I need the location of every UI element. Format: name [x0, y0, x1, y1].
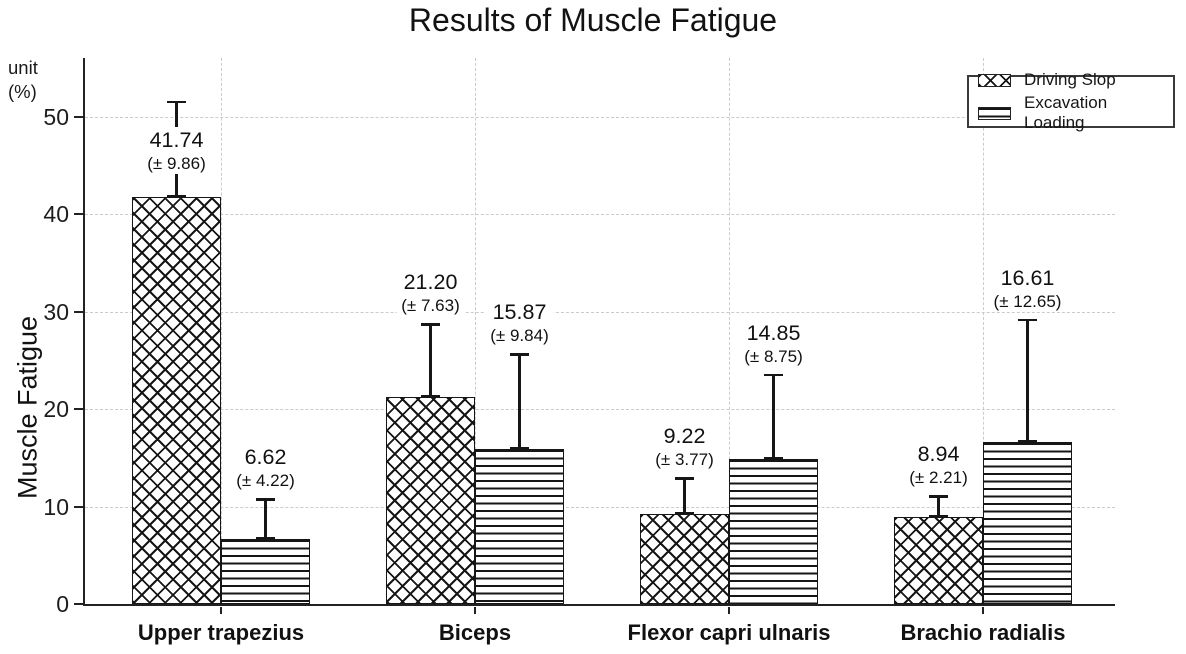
bar-driving-slop-flexor-capri-ulnaris	[640, 514, 729, 604]
value-label-excavation-loading-flexor-capri-ulnaris: 14.85 (± 8.75)	[739, 319, 808, 367]
value-label-excavation-loading-biceps: 15.87 (± 9.84)	[485, 299, 554, 347]
gridline-horizontal	[85, 409, 1115, 410]
bar-excavation-loading-upper-trapezius	[221, 539, 310, 604]
y-axis-tick	[74, 213, 83, 216]
error-bar-line	[683, 477, 686, 515]
error-bar-line	[518, 353, 521, 450]
crosshatch-swatch-icon	[978, 73, 1011, 87]
legend-item-driving-slop: Driving Slop	[978, 70, 1164, 90]
x-category-label-upper-trapezius: Upper trapezius	[137, 620, 305, 645]
y-axis-tick	[74, 505, 83, 508]
stddev-text: (± 12.65)	[993, 291, 1062, 311]
y-axis-unit-label: unit (%)	[8, 56, 38, 104]
error-bar-cap-top	[167, 100, 186, 104]
value-label-excavation-loading-upper-trapezius: 6.62 (± 4.22)	[231, 444, 300, 492]
bar-driving-slop-biceps	[386, 397, 475, 604]
error-bar-line	[1026, 318, 1029, 443]
value-label-excavation-loading-brachio-radialis: 16.61 (± 12.65)	[988, 264, 1067, 312]
gridline-horizontal	[85, 311, 1115, 313]
legend-item-excavation-loading: Excavation Loading	[978, 93, 1164, 133]
y-axis-tick	[74, 310, 83, 313]
value-text: 41.74	[149, 127, 204, 152]
gridline-horizontal	[85, 506, 1115, 508]
value-label-driving-slop-upper-trapezius: 41.74 (± 9.86)	[142, 126, 211, 174]
error-bar-cap-bottom	[510, 447, 529, 450]
error-bar-line	[429, 322, 432, 398]
legend-label-driving-slop: Driving Slop	[1024, 70, 1116, 89]
error-bar-line	[937, 495, 940, 517]
error-bar-cap-bottom	[256, 537, 275, 541]
y-tick-label: 0	[56, 591, 69, 617]
error-bar-cap-bottom	[929, 514, 948, 518]
unit-label-line1: unit	[8, 57, 38, 78]
value-label-driving-slop-biceps: 21.20 (± 7.63)	[396, 268, 465, 316]
error-bar-cap-top	[929, 495, 948, 498]
gridline-vertical	[475, 58, 476, 604]
gridline-horizontal	[85, 214, 1115, 215]
bar-excavation-loading-brachio-radialis	[983, 442, 1072, 604]
error-bar-cap-top	[764, 373, 783, 377]
error-bar-cap-bottom	[764, 457, 783, 460]
x-axis-tick	[474, 607, 477, 614]
unit-label-line2: (%)	[8, 81, 37, 102]
bar-driving-slop-upper-trapezius	[132, 197, 221, 604]
value-text: 21.20	[403, 269, 458, 294]
stddev-text: (± 2.21)	[909, 468, 968, 488]
value-text: 15.87	[492, 300, 547, 325]
value-text: 14.85	[746, 320, 801, 345]
value-text: 8.94	[917, 442, 960, 467]
bar-excavation-loading-flexor-capri-ulnaris	[729, 459, 818, 604]
gridline-vertical	[983, 58, 984, 604]
gridline-vertical	[729, 58, 730, 604]
stddev-text: (± 9.86)	[147, 153, 206, 173]
error-bar-cap-bottom	[675, 512, 694, 515]
bar-excavation-loading-biceps	[475, 449, 564, 604]
legend-label-excavation-loading: Excavation Loading	[1024, 93, 1108, 132]
error-bar-line	[772, 373, 775, 460]
hlines-swatch-icon	[978, 106, 1011, 120]
error-bar-cap-bottom	[421, 395, 440, 398]
x-category-label-biceps: Biceps	[438, 620, 512, 645]
y-tick-label: 50	[43, 103, 69, 130]
value-text: 6.62	[244, 445, 287, 470]
stddev-text: (± 3.77)	[655, 450, 714, 470]
error-bar-line	[264, 498, 267, 540]
error-bar-cap-top	[675, 477, 694, 480]
legend: Driving Slop Excavation Loading	[967, 70, 1175, 132]
error-bar-cap-bottom	[1018, 440, 1037, 443]
x-axis-tick	[728, 607, 731, 614]
value-text: 16.61	[1000, 265, 1055, 290]
stddev-text: (± 4.22)	[236, 471, 295, 491]
x-axis-tick	[982, 607, 985, 614]
plot-area: 0 10 20 30 40 50 Upper trapezius Biceps Flexor c…	[43, 58, 1115, 645]
y-tick-label: 20	[43, 396, 69, 422]
y-tick-label: 10	[43, 493, 69, 520]
value-label-driving-slop-brachio-radialis: 8.94 (± 2.21)	[904, 441, 973, 489]
y-tick-label: 30	[43, 298, 69, 325]
chart-title: Results of Muscle Fatigue	[408, 2, 778, 38]
stddev-text: (± 8.75)	[744, 346, 803, 366]
error-bar-cap-bottom	[167, 195, 186, 198]
stddev-text: (± 9.84)	[490, 326, 549, 346]
y-tick-label: 40	[43, 201, 69, 227]
x-category-label-brachio-radialis: Brachio radialis	[900, 620, 1066, 645]
y-axis-tick	[74, 115, 83, 118]
gridline-vertical	[221, 58, 222, 604]
error-bar-cap-top	[421, 322, 440, 326]
value-text: 9.22	[663, 424, 706, 449]
y-axis-tick	[74, 408, 83, 411]
gridline-horizontal	[85, 116, 1115, 118]
x-category-label-flexor-capri-ulnaris: Flexor capri ulnaris	[627, 620, 831, 645]
error-bar-cap-top	[1018, 318, 1037, 322]
error-bar-cap-top	[256, 498, 275, 501]
x-axis-tick	[220, 607, 223, 614]
value-label-driving-slop-flexor-capri-ulnaris: 9.22 (± 3.77)	[650, 423, 719, 471]
y-axis-tick	[74, 603, 83, 606]
error-bar-cap-top	[510, 353, 529, 356]
stddev-text: (± 7.63)	[401, 295, 460, 315]
bar-driving-slop-brachio-radialis	[894, 516, 983, 604]
